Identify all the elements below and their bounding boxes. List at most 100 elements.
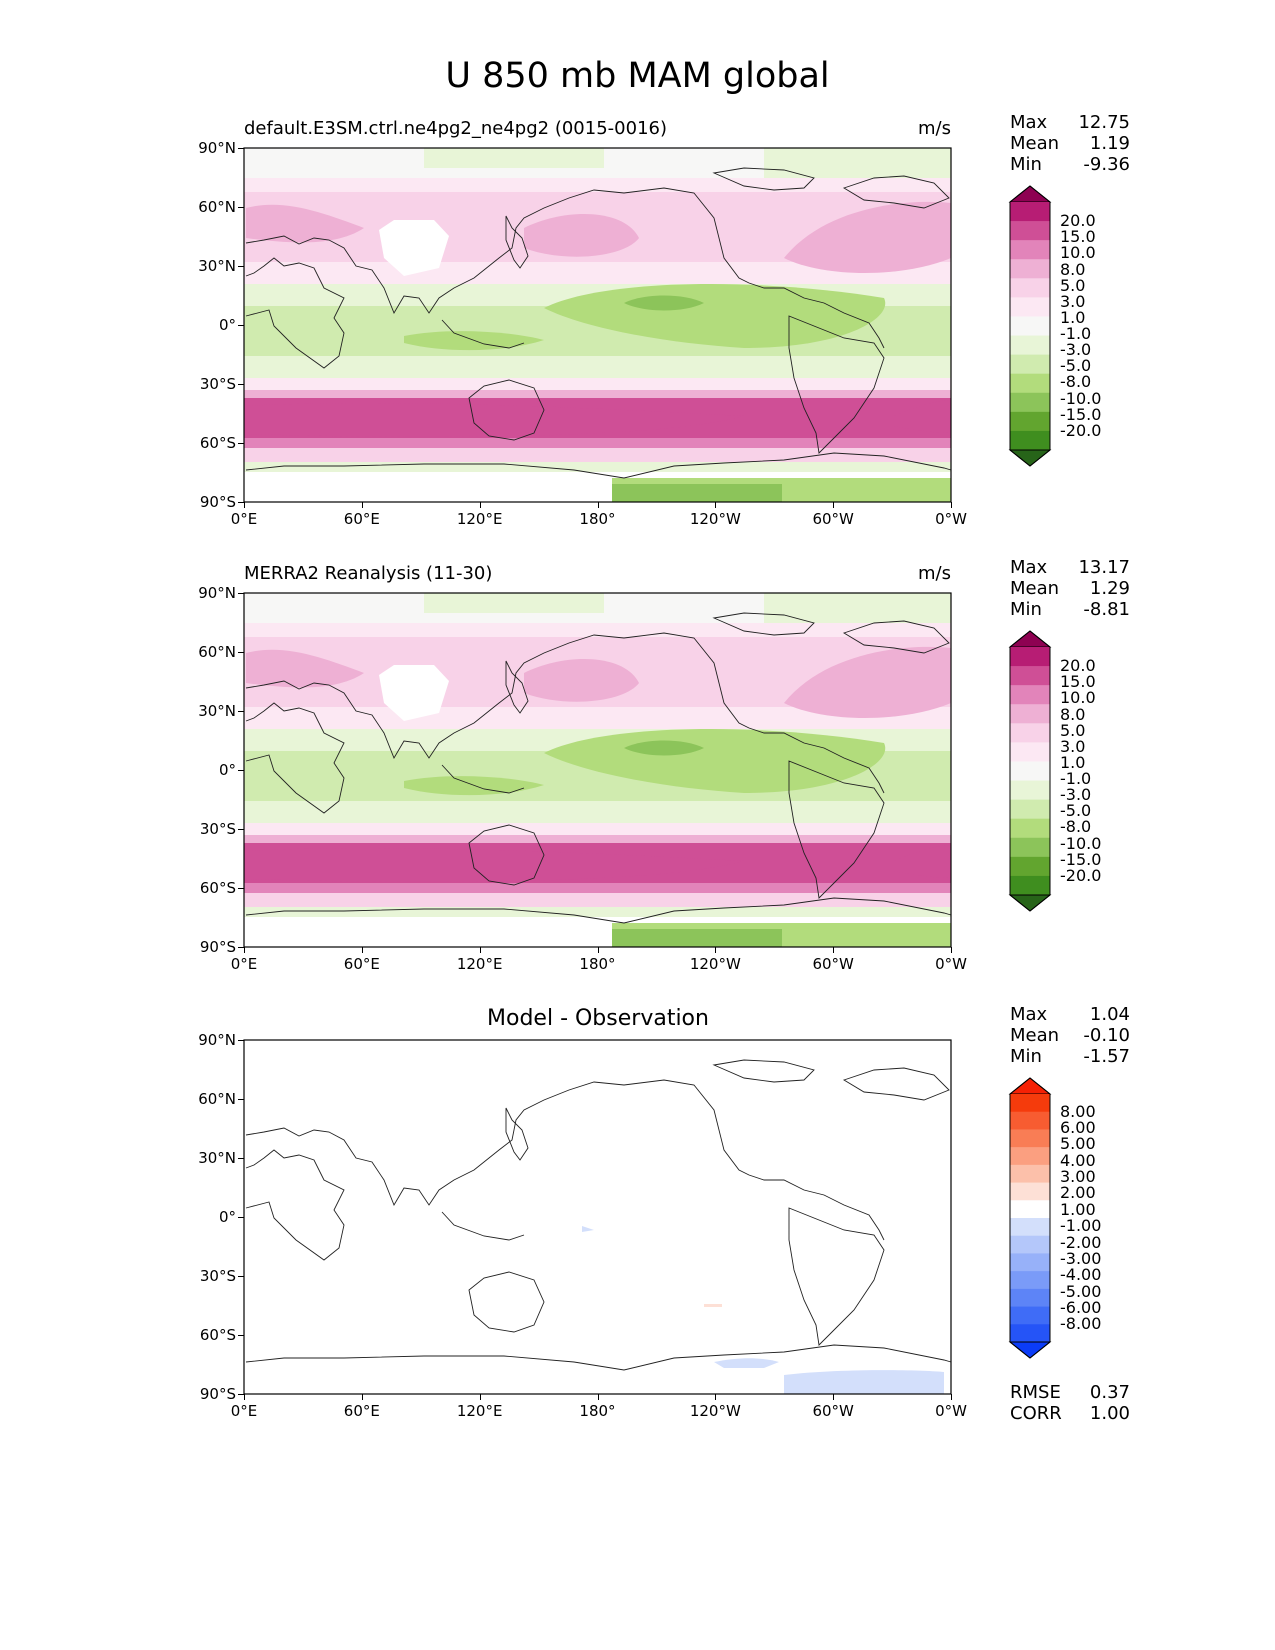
lon-tick-label: 120°W — [689, 1402, 741, 1420]
colorbar-segment — [1010, 1271, 1050, 1290]
field-region — [544, 284, 886, 348]
field-region — [612, 929, 782, 947]
coastline — [441, 1211, 525, 1241]
lon-tick-mark — [597, 502, 599, 508]
lon-tick-label: 180° — [579, 1402, 616, 1420]
lat-tick-label: 30°N — [198, 702, 236, 720]
field-band — [244, 907, 951, 917]
field-region — [894, 845, 951, 878]
lat-tick-label: 30°N — [198, 257, 236, 275]
coastline — [441, 319, 525, 349]
lat-tick-mark — [238, 502, 244, 503]
lat-tick-mark — [238, 652, 244, 653]
coastline — [505, 1107, 529, 1161]
colorbar-label: -5.0 — [1060, 801, 1092, 821]
colorbar-label: -1.00 — [1060, 1216, 1102, 1236]
stat-label: Mean — [1010, 578, 1060, 599]
field-band — [244, 390, 951, 398]
field-band — [244, 1040, 951, 1394]
colorbar-label: 3.0 — [1060, 736, 1086, 756]
lat-tick-label: 60°N — [198, 643, 236, 661]
colorbar-label: -8.00 — [1060, 1314, 1102, 1334]
field-region — [246, 848, 744, 882]
coastline — [842, 175, 950, 209]
stat-label: Min — [1010, 1046, 1042, 1067]
lat-tick-mark — [238, 1217, 244, 1218]
lat-tick-mark — [238, 593, 244, 594]
lat-tick-mark — [238, 1040, 244, 1041]
stat-value: 12.75 — [1078, 112, 1130, 133]
colorbar-segment — [1010, 1147, 1050, 1166]
coastline — [842, 1067, 950, 1101]
colorbar-extend-bottom — [1008, 449, 1052, 467]
coastline — [441, 764, 525, 794]
panel-title: Model - Observation — [487, 1006, 709, 1031]
stat-value: 1.00 — [1089, 1403, 1130, 1424]
lat-tick-mark — [238, 1394, 244, 1395]
coastline — [245, 897, 952, 924]
lon-tick-label: 120°E — [456, 1402, 503, 1420]
colorbar-label: -3.00 — [1060, 1248, 1102, 1268]
lon-tick-mark — [715, 502, 717, 508]
colorbar-segment — [1010, 240, 1050, 260]
stat-label: Max — [1010, 112, 1048, 133]
lat-tick-mark — [238, 207, 244, 208]
field-band — [244, 356, 951, 378]
field-region — [246, 204, 364, 243]
lon-tick-mark — [244, 502, 245, 508]
lon-tick-label: 0°W — [935, 955, 967, 973]
colorbar-segment — [1010, 1129, 1050, 1148]
colorbar-label: 1.0 — [1060, 752, 1086, 772]
colorbar-segment — [1010, 685, 1050, 705]
colorbar-extend-bottom — [1008, 894, 1052, 912]
lon-tick-label: 120°E — [456, 955, 503, 973]
colorbar-label: 6.00 — [1060, 1118, 1096, 1138]
lat-tick-label: 30°S — [199, 1267, 236, 1285]
lat-tick-mark — [238, 1335, 244, 1336]
lat-tick-label: 60°S — [199, 434, 236, 452]
lat-tick-mark — [238, 947, 244, 948]
lat-tick-label: 90°N — [198, 584, 236, 602]
field-band — [244, 448, 951, 462]
field-region — [894, 400, 951, 433]
colorbar-label: -5.0 — [1060, 356, 1092, 376]
colorbar-segment — [1010, 259, 1050, 279]
colorbar-segment — [1010, 1324, 1050, 1343]
colorbar-label: -20.0 — [1060, 865, 1102, 885]
lat-tick-label: 0° — [218, 316, 236, 334]
lat-tick-label: 60°N — [198, 1090, 236, 1108]
lon-tick-mark — [244, 947, 245, 953]
lon-tick-label: 0°E — [230, 955, 258, 973]
colorbar-label: -4.00 — [1060, 1265, 1102, 1285]
lon-tick-mark — [361, 1394, 363, 1400]
colorbar-segment — [1010, 837, 1050, 858]
colorbar-label: 10.0 — [1060, 243, 1096, 263]
field-band — [244, 823, 951, 835]
colorbar-segment — [1010, 373, 1050, 394]
field-region — [704, 1304, 722, 1307]
lat-tick-label: 90°N — [198, 139, 236, 157]
colorbar-segment — [1010, 392, 1050, 413]
colorbar-segment — [1010, 818, 1050, 839]
lon-tick-mark — [715, 1394, 717, 1400]
stat-value: -1.57 — [1083, 1046, 1130, 1067]
lat-tick-label: 60°S — [199, 879, 236, 897]
field-region — [714, 1358, 779, 1368]
colorbar-extend-bottom — [1008, 1341, 1052, 1359]
colorbar-segment — [1010, 875, 1050, 896]
stat-label: Mean — [1010, 133, 1060, 154]
lat-tick-mark — [238, 266, 244, 267]
colorbar-label: 2.00 — [1060, 1183, 1096, 1203]
colorbar-segment — [1010, 430, 1050, 451]
field-band — [244, 462, 951, 472]
lon-tick-label: 120°W — [689, 510, 741, 528]
lat-tick-label: 90°S — [199, 1385, 236, 1403]
lon-tick-label: 0°W — [935, 1402, 967, 1420]
lat-tick-mark — [238, 1099, 244, 1100]
lat-tick-mark — [238, 148, 244, 149]
colorbar-extend-top — [1008, 185, 1052, 203]
field-band — [244, 178, 951, 192]
lon-tick-label: 0°W — [935, 510, 967, 528]
lon-tick-mark — [715, 947, 717, 953]
stat-value: 0.37 — [1089, 1382, 1130, 1403]
